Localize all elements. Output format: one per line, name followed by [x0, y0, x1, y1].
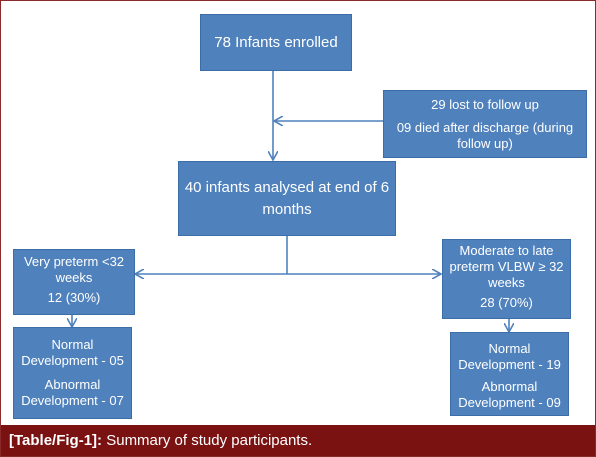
very-preterm-label: Very preterm <32 — [23, 254, 125, 269]
died-text-cont: follow up) — [457, 136, 513, 151]
box-lost-follow-up: 29 lost to follow up 09 died after disch… — [383, 90, 587, 158]
abnormal-label-right: Abnormal — [481, 379, 538, 394]
moderate-label-cont: preterm VLBW ≥ 32 — [449, 259, 564, 274]
very-preterm-count: 12 (30%) — [47, 290, 101, 305]
caption-text: Summary of study participants. — [106, 432, 313, 449]
lost-text: 29 lost to follow up — [431, 97, 539, 112]
analysed-text-cont: months — [262, 201, 312, 218]
moderate-count: 28 (70%) — [480, 295, 533, 310]
box-outcome-moderate: Normal Development - 19 Abnormal Develop… — [450, 332, 569, 416]
normal-label-left: Normal — [51, 337, 94, 352]
caption-label: [Table/Fig-1]: — [9, 432, 103, 449]
normal-label-right: Normal — [488, 341, 531, 356]
figure-caption: [Table/Fig-1]: Summary of study particip… — [1, 425, 595, 456]
enrolled-text: 78 Infants enrolled — [214, 34, 338, 51]
died-text: 09 died after discharge (during — [396, 120, 574, 135]
box-moderate-late-preterm: Moderate to late preterm VLBW ≥ 32 weeks… — [442, 239, 571, 319]
abnormal-label-left: Abnormal — [44, 377, 101, 392]
box-infants-analysed: 40 infants analysed at end of 6 months — [178, 161, 396, 236]
normal-count-right: Development - 19 — [458, 357, 561, 372]
moderate-label-cont2: weeks — [488, 275, 525, 290]
box-outcome-very-preterm: Normal Development - 05 Abnormal Develop… — [13, 327, 132, 419]
abnormal-count-left: Development - 07 — [21, 393, 124, 408]
abnormal-count-right: Development - 09 — [458, 395, 561, 410]
very-preterm-label-cont: weeks — [55, 270, 93, 285]
normal-count-left: Development - 05 — [21, 353, 124, 368]
box-infants-enrolled: 78 Infants enrolled — [200, 14, 352, 71]
connector-arrows — [1, 71, 595, 425]
moderate-label: Moderate to late — [459, 243, 554, 258]
box-very-preterm: Very preterm <32 weeks 12 (30%) — [13, 249, 135, 315]
analysed-text: 40 infants analysed at end of 6 — [184, 179, 390, 196]
